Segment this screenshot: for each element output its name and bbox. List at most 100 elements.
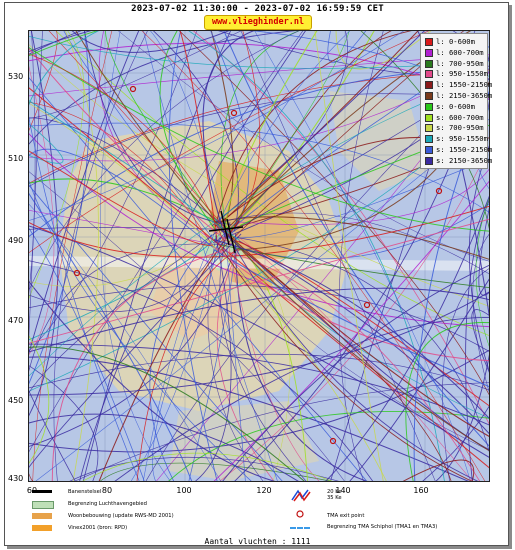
legend-item: l: 0-600m xyxy=(425,37,475,47)
flight-track xyxy=(29,390,76,481)
flight-track xyxy=(29,47,234,247)
flight-track xyxy=(29,31,85,299)
x-tick-label: 140 xyxy=(335,486,351,495)
legend-label: l: 0-600m xyxy=(436,37,475,46)
tma-boundary-legend-label: Begrenzing TMA Schiphol (TMA1 en TMA3) xyxy=(327,524,438,530)
legend-label: l: 600-700m xyxy=(436,47,484,57)
page-title: 2023-07-02 11:30:00 - 2023-07-02 16:59:5… xyxy=(131,4,384,14)
y-tick-label: 430 xyxy=(8,474,24,483)
flight-track xyxy=(29,31,304,453)
flight-track xyxy=(226,232,479,481)
flight-track xyxy=(442,268,489,481)
flight-track xyxy=(75,31,489,452)
tma-exit-marker xyxy=(230,109,238,117)
legend-item: l: 1550-2150m xyxy=(425,80,492,90)
tma-exit-points xyxy=(73,85,443,445)
flight-track xyxy=(29,65,55,355)
flight-track xyxy=(29,132,489,328)
y-tick-label: 470 xyxy=(8,316,24,325)
flight-track xyxy=(29,117,230,231)
flight-track xyxy=(349,278,489,481)
legend-label: l: 2150-3650m xyxy=(436,91,493,100)
flight-track xyxy=(236,237,489,453)
y-tick-label: 490 xyxy=(8,236,24,245)
flight-track xyxy=(222,225,473,481)
flight-track xyxy=(141,31,486,481)
flight-track xyxy=(152,31,239,232)
flight-track xyxy=(314,31,384,481)
flight-track xyxy=(29,246,236,447)
flight-track xyxy=(194,235,232,481)
legend-swatch xyxy=(425,156,433,165)
flight-track xyxy=(29,31,430,254)
tma-boundary-swatch xyxy=(290,527,310,529)
flight-tracks xyxy=(29,31,489,481)
flight-track xyxy=(51,248,228,481)
flight-track xyxy=(402,459,475,481)
flight-track xyxy=(231,31,350,229)
flight-track xyxy=(29,227,219,230)
legend-label: l: 950-1550m xyxy=(436,69,488,79)
flight-track xyxy=(29,31,405,221)
altitude-legend: l: 0-600m l: 600-700m l: 700-950m l: 950-15… xyxy=(420,33,492,169)
flight-track xyxy=(29,150,213,246)
flight-track xyxy=(29,365,99,481)
flight-track xyxy=(98,31,222,246)
flight-track xyxy=(98,220,240,481)
flight-track-map[interactable] xyxy=(28,30,490,482)
flight-track xyxy=(29,280,276,481)
legend-label: l: 700-950m xyxy=(436,58,484,68)
y-tick-label: 530 xyxy=(8,72,24,81)
flight-track xyxy=(143,31,278,481)
flight-track xyxy=(29,31,58,131)
flight-track xyxy=(224,212,489,275)
legend-swatch xyxy=(425,113,433,122)
x-tick-label: 100 xyxy=(176,486,192,495)
airport-zone-swatch xyxy=(32,501,54,509)
tma-exit-marker xyxy=(363,301,371,309)
flight-track xyxy=(29,102,215,248)
flight-track xyxy=(327,31,367,64)
flight-track xyxy=(188,238,237,481)
flight-track xyxy=(29,148,214,248)
flight-track xyxy=(29,210,213,245)
flight-track xyxy=(29,69,489,184)
flight-track xyxy=(168,411,489,481)
flight-track xyxy=(219,240,489,451)
flight-track xyxy=(29,346,305,481)
legend-swatch xyxy=(425,38,433,46)
map-canvas xyxy=(29,31,489,481)
flight-track xyxy=(82,452,333,481)
tma-exit-icon xyxy=(296,510,304,518)
tma-exit-marker xyxy=(329,437,337,445)
housing-area xyxy=(149,251,239,341)
flight-track xyxy=(214,31,413,227)
flight-track xyxy=(29,123,64,164)
flight-track xyxy=(29,31,300,291)
flight-track xyxy=(238,240,489,435)
flight-track xyxy=(29,472,34,481)
site-link[interactable]: www.vlieghinder.nl xyxy=(204,15,312,30)
flight-track xyxy=(225,31,318,228)
flight-count: Aantal vluchten : 1111 xyxy=(204,537,311,546)
flight-track xyxy=(471,309,489,373)
y-tick-label: 450 xyxy=(8,396,24,405)
flight-track xyxy=(219,221,307,481)
flight-track xyxy=(29,335,50,464)
x-tick-label: 80 xyxy=(101,486,113,495)
flight-track xyxy=(29,31,242,119)
flight-track xyxy=(29,122,489,213)
flight-track xyxy=(29,203,221,481)
legend-swatch xyxy=(425,81,433,90)
legend-swatch xyxy=(425,135,433,144)
flight-track xyxy=(233,31,392,227)
noise-35-label: 35 Ke xyxy=(327,495,342,501)
legend-swatch xyxy=(425,102,433,111)
flight-track xyxy=(159,31,217,232)
flight-track xyxy=(48,31,238,243)
flight-track xyxy=(221,244,489,288)
flight-track xyxy=(29,102,387,481)
flight-track xyxy=(29,356,469,481)
runway-swatch xyxy=(32,490,52,493)
flight-track xyxy=(213,239,489,419)
